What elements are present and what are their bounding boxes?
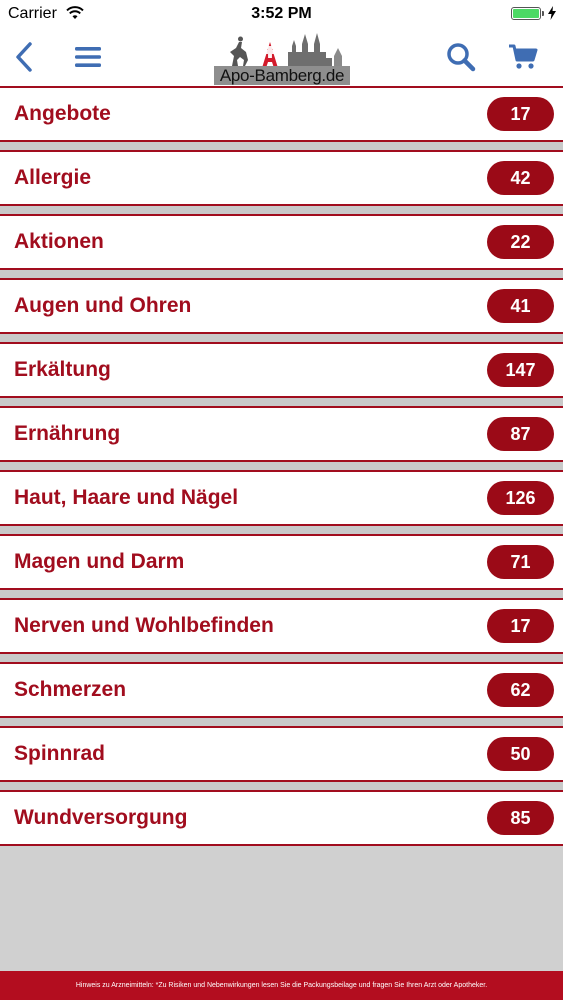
count-badge: 85: [487, 801, 554, 835]
category-label: Erkältung: [14, 358, 111, 381]
category-label: Magen und Darm: [14, 550, 185, 573]
row-separator: [0, 654, 563, 662]
category-label: Wundversorgung: [14, 806, 188, 829]
row-separator: [0, 334, 563, 342]
carrier-label: Carrier: [8, 5, 57, 22]
count-badge: 71: [487, 545, 554, 579]
category-label: Aktionen: [14, 230, 104, 253]
count-badge: 126: [487, 481, 554, 515]
category-row[interactable]: Nerven und Wohlbefinden 17: [0, 598, 563, 654]
logo-text: Apo-Bamberg.de: [214, 66, 350, 85]
row-separator: [0, 206, 563, 214]
category-row[interactable]: Aktionen 22: [0, 214, 563, 270]
category-label: Nerven und Wohlbefinden: [14, 614, 274, 637]
category-row[interactable]: Wundversorgung 85: [0, 790, 563, 846]
category-label: Angebote: [14, 102, 111, 125]
row-separator: [0, 270, 563, 278]
category-row[interactable]: Schmerzen 62: [0, 662, 563, 718]
row-separator: [0, 142, 563, 150]
charging-icon: [548, 6, 556, 25]
count-badge: 147: [487, 353, 554, 387]
row-separator: [0, 398, 563, 406]
menu-icon[interactable]: [72, 40, 104, 74]
category-label: Allergie: [14, 166, 92, 189]
battery-icon: [511, 7, 541, 20]
wifi-icon: [66, 6, 84, 25]
category-row[interactable]: Ernährung 87: [0, 406, 563, 462]
row-separator: [0, 462, 563, 470]
category-row[interactable]: Haut, Haare und Nägel 126: [0, 470, 563, 526]
back-icon[interactable]: [10, 40, 38, 74]
category-row[interactable]: Magen und Darm 71: [0, 534, 563, 590]
footer-disclaimer: Hinweis zu Arzneimitteln: *Zu Risiken un…: [0, 971, 563, 1000]
count-badge: 17: [487, 97, 554, 131]
count-badge: 22: [487, 225, 554, 259]
count-badge: 41: [487, 289, 554, 323]
count-badge: 50: [487, 737, 554, 771]
navigation-bar: Apo-Bamberg.de: [0, 30, 563, 86]
count-badge: 17: [487, 609, 554, 643]
row-separator: [0, 526, 563, 534]
category-row[interactable]: Augen und Ohren 41: [0, 278, 563, 334]
category-row[interactable]: Allergie 42: [0, 150, 563, 206]
cart-icon[interactable]: [506, 40, 540, 74]
count-badge: 42: [487, 161, 554, 195]
count-badge: 87: [487, 417, 554, 451]
category-row[interactable]: Erkältung 147: [0, 342, 563, 398]
category-row[interactable]: Angebote 17: [0, 86, 563, 142]
pharmacy-logo[interactable]: [212, 30, 352, 86]
battery-level: [513, 9, 539, 18]
category-label: Augen und Ohren: [14, 294, 192, 317]
count-badge: 62: [487, 673, 554, 707]
category-label: Ernährung: [14, 422, 121, 445]
row-separator: [0, 782, 563, 790]
battery-cap: [542, 11, 544, 16]
row-separator: [0, 718, 563, 726]
category-label: Schmerzen: [14, 678, 127, 701]
category-label: Spinnrad: [14, 742, 106, 765]
category-row[interactable]: Spinnrad 50: [0, 726, 563, 782]
status-bar: Carrier 3:52 PM: [0, 0, 563, 30]
category-label: Haut, Haare und Nägel: [14, 486, 239, 509]
clock: 3:52 PM: [251, 5, 312, 22]
row-separator: [0, 590, 563, 598]
search-icon[interactable]: [444, 40, 478, 74]
